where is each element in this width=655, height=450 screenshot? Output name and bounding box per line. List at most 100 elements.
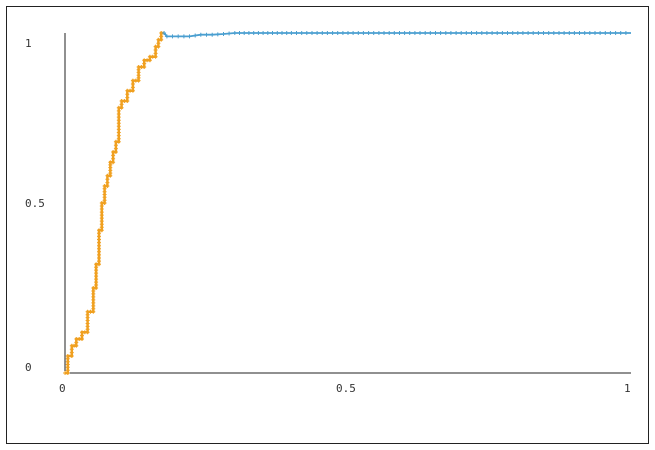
series-0-marker: [159, 37, 164, 42]
series-0-marker: [69, 354, 74, 358]
series-0-marker: [105, 177, 110, 182]
series-1-marker: [541, 31, 546, 35]
series-1-marker: [454, 31, 459, 35]
series-1-marker: [577, 31, 582, 35]
series-1-marker: [270, 31, 275, 35]
series-0-line: [65, 31, 165, 375]
series-1-marker: [557, 31, 561, 35]
series-0-marker: [130, 82, 135, 86]
series-0-marker: [113, 146, 118, 151]
series-1-marker: [251, 31, 256, 35]
series-1-marker: [356, 31, 361, 35]
series-1-marker: [227, 31, 232, 36]
series-1-marker: [613, 31, 618, 35]
series-1-marker: [340, 31, 345, 35]
series-1-marker: [520, 31, 525, 35]
series-0-marker: [69, 347, 74, 352]
series-1-marker: [387, 31, 392, 35]
series-0-marker: [130, 85, 135, 90]
series-1-marker: [242, 31, 247, 35]
series-1-line: [163, 32, 631, 38]
y-tick-labels: 0 0.5 1: [25, 37, 45, 374]
series-1-marker: [464, 31, 469, 35]
series-1-marker: [256, 31, 261, 35]
series-1-marker: [330, 31, 335, 35]
series-0-marker: [74, 343, 79, 348]
series-1-marker: [376, 31, 381, 35]
series-0-marker: [65, 354, 70, 358]
series-0-marker: [130, 88, 135, 93]
series-0-marker: [113, 150, 118, 154]
series-0-marker: [69, 350, 74, 355]
series-0: [63, 31, 165, 375]
series-1-marker: [176, 34, 181, 39]
series-1-marker: [551, 31, 556, 35]
series-1-marker: [215, 32, 220, 37]
series-1-marker: [261, 31, 266, 35]
series-0-marker: [153, 54, 158, 59]
series-1-marker: [221, 32, 226, 36]
series-1-marker: [397, 31, 402, 35]
series-1-marker: [459, 31, 464, 35]
series-1-marker: [443, 31, 448, 35]
series-0-marker: [142, 65, 147, 69]
series-1-marker: [526, 31, 531, 35]
series-1-marker: [618, 31, 623, 35]
series-1-marker: [210, 32, 215, 37]
series-1-marker: [484, 31, 489, 35]
series-1-marker: [433, 31, 438, 35]
series-1-marker: [428, 31, 433, 35]
series-0-marker: [111, 160, 116, 165]
series-1-marker: [382, 31, 386, 35]
axes: [64, 33, 631, 374]
series-0-marker: [156, 41, 161, 46]
series-1-marker: [587, 31, 592, 35]
series-1-marker: [562, 31, 567, 35]
series-layer: [63, 31, 631, 375]
series-1-marker: [598, 31, 603, 35]
x-tick-label-0: 0: [59, 382, 66, 395]
chart-frame: 0 0.5 1 0 0.5 1: [6, 6, 649, 444]
series-0-marker: [105, 180, 110, 185]
series-1-marker: [164, 34, 169, 39]
series-1-marker: [181, 34, 186, 39]
series-1-marker: [280, 31, 284, 35]
roc-chart: 0 0.5 1 0 0.5 1: [25, 31, 631, 395]
series-1-marker: [294, 31, 299, 35]
x-tick-label-0-5: 0.5: [336, 382, 356, 395]
series-1-marker: [495, 31, 500, 35]
series-1-marker: [531, 31, 536, 35]
series-1-marker: [351, 31, 356, 35]
series-1-marker: [361, 31, 366, 35]
series-1-marker: [366, 31, 371, 35]
series-1-marker: [515, 31, 520, 35]
series-1-marker: [335, 31, 340, 35]
series-1-marker: [170, 34, 175, 39]
series-1-marker: [310, 31, 314, 35]
series-0-marker: [74, 340, 79, 345]
series-1-marker: [198, 32, 203, 37]
series-1-marker: [392, 31, 397, 35]
series-0-marker: [159, 34, 164, 39]
series-1-marker: [320, 31, 325, 35]
series-1-marker: [448, 31, 453, 35]
series-0-marker: [147, 58, 152, 63]
series-1-marker: [546, 31, 551, 35]
series-1-marker: [246, 31, 251, 35]
series-0-marker: [125, 92, 130, 97]
series-1-marker: [284, 31, 289, 35]
x-tick-label-1: 1: [624, 382, 631, 395]
series-0-marker: [119, 105, 124, 110]
series-1-marker: [275, 31, 280, 35]
series-1-marker: [187, 34, 192, 39]
series-1-marker: [572, 31, 577, 35]
series-1-marker: [490, 31, 495, 35]
series-0-marker: [113, 143, 118, 148]
series-1-marker: [536, 31, 541, 35]
series-1-marker: [402, 31, 407, 35]
series-0-marker: [156, 44, 161, 49]
series-1-marker: [423, 31, 428, 35]
series-1-marker: [299, 31, 304, 35]
series-0-marker: [111, 156, 116, 161]
series-1-marker: [500, 31, 505, 35]
